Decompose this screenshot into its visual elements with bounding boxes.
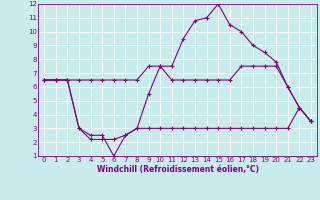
X-axis label: Windchill (Refroidissement éolien,°C): Windchill (Refroidissement éolien,°C): [97, 165, 259, 174]
